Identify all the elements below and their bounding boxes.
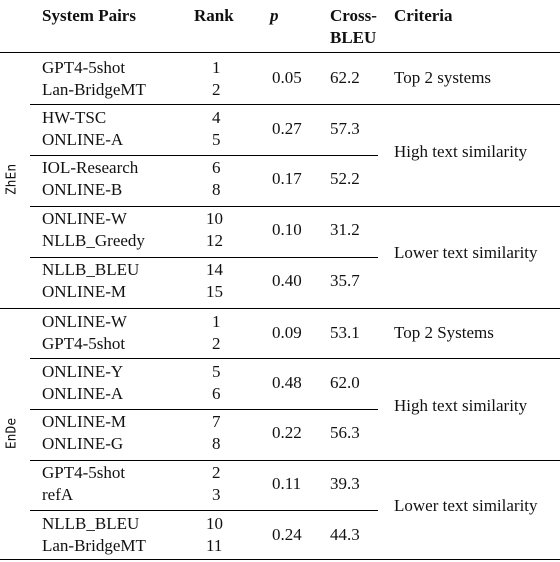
system-name: ONLINE-M <box>42 282 127 301</box>
system-name: ONLINE-Y <box>42 362 124 381</box>
rank-value: 12 <box>206 231 223 250</box>
system-name: HW-TSC <box>42 108 107 127</box>
system-name: ONLINE-G <box>42 434 124 453</box>
rank-value: 2 <box>212 463 221 482</box>
criteria-text: Top 2 systems <box>394 68 492 87</box>
system-name: ONLINE-W <box>42 312 127 331</box>
system-name: ONLINE-A <box>42 130 124 149</box>
cross-bleu-value: 44.3 <box>330 525 360 544</box>
rank-value: 4 <box>212 108 221 127</box>
system-name: GPT4-5shot <box>42 58 126 77</box>
rank-value: 6 <box>212 158 221 177</box>
cross-bleu-value: 62.2 <box>330 68 360 87</box>
criteria-text: Lower text similarity <box>394 243 538 262</box>
system-name: GPT4-5shot <box>42 334 126 353</box>
section-rule <box>0 308 560 309</box>
rank-value: 10 <box>206 514 223 533</box>
row-rule <box>30 460 560 461</box>
p-value: 0.05 <box>272 68 302 87</box>
cross-bleu-value: 31.2 <box>330 220 360 239</box>
header-system-pairs: System Pairs <box>42 6 136 25</box>
header-p: p <box>270 6 279 25</box>
rank-value: 5 <box>212 362 221 381</box>
system-name: NLLB_BLEU <box>42 260 140 279</box>
cross-bleu-value: 56.3 <box>330 423 360 442</box>
rank-value: 2 <box>212 80 221 99</box>
row-rule <box>30 257 378 258</box>
rank-value: 8 <box>212 434 221 453</box>
p-value: 0.27 <box>272 119 302 138</box>
section-label-ende: EnDe <box>4 417 20 450</box>
system-name: ONLINE-W <box>42 209 127 228</box>
rank-value: 1 <box>212 58 221 77</box>
rank-value: 7 <box>212 412 221 431</box>
section-label-zhen: ZhEn <box>4 163 20 196</box>
cross-bleu-value: 57.3 <box>330 119 360 138</box>
rank-value: 1 <box>212 312 221 331</box>
p-value: 0.48 <box>272 373 302 392</box>
header-rank: Rank <box>194 6 234 25</box>
header-cross-bleu-line2: BLEU <box>330 28 377 47</box>
rank-value: 5 <box>212 130 221 149</box>
p-value: 0.22 <box>272 423 302 442</box>
p-value: 0.11 <box>272 474 302 493</box>
rank-value: 11 <box>206 536 223 555</box>
header-rule <box>0 52 560 53</box>
rank-value: 2 <box>212 334 221 353</box>
criteria-text: High text similarity <box>394 396 528 415</box>
system-name: ONLINE-B <box>42 180 123 199</box>
system-name: Lan-BridgeMT <box>42 536 146 555</box>
cross-bleu-value: 52.2 <box>330 169 360 188</box>
system-name: ONLINE-A <box>42 384 124 403</box>
cross-bleu-value: 62.0 <box>330 373 360 392</box>
criteria-text: High text similarity <box>394 142 528 161</box>
row-rule <box>30 104 560 105</box>
rank-value: 15 <box>206 282 223 301</box>
rank-value: 3 <box>212 485 221 504</box>
p-value: 0.17 <box>272 169 302 188</box>
criteria-text: Top 2 Systems <box>394 323 494 342</box>
system-name: NLLB_Greedy <box>42 231 145 250</box>
system-name: GPT4-5shot <box>42 463 126 482</box>
row-rule <box>30 155 378 156</box>
p-value: 0.40 <box>272 271 302 290</box>
system-name: Lan-BridgeMT <box>42 80 146 99</box>
system-name: IOL-Research <box>42 158 139 177</box>
rank-value: 8 <box>212 180 221 199</box>
system-name: NLLB_BLEU <box>42 514 140 533</box>
row-rule <box>30 510 378 511</box>
rank-value: 6 <box>212 384 221 403</box>
rank-value: 10 <box>206 209 223 228</box>
system-name: refA <box>42 485 74 504</box>
header-cross-bleu-line1: Cross- <box>330 6 377 25</box>
rank-value: 14 <box>206 260 223 279</box>
cross-bleu-value: 53.1 <box>330 323 360 342</box>
row-rule <box>30 206 560 207</box>
cross-bleu-value: 35.7 <box>330 271 360 290</box>
p-value: 0.24 <box>272 525 302 544</box>
p-value: 0.10 <box>272 220 302 239</box>
criteria-text: Lower text similarity <box>394 496 538 515</box>
row-rule <box>30 409 378 410</box>
header-criteria: Criteria <box>394 6 453 25</box>
row-rule <box>30 358 560 359</box>
p-value: 0.09 <box>272 323 302 342</box>
cross-bleu-value: 39.3 <box>330 474 360 493</box>
bottom-rule <box>0 559 560 560</box>
system-name: ONLINE-M <box>42 412 127 431</box>
